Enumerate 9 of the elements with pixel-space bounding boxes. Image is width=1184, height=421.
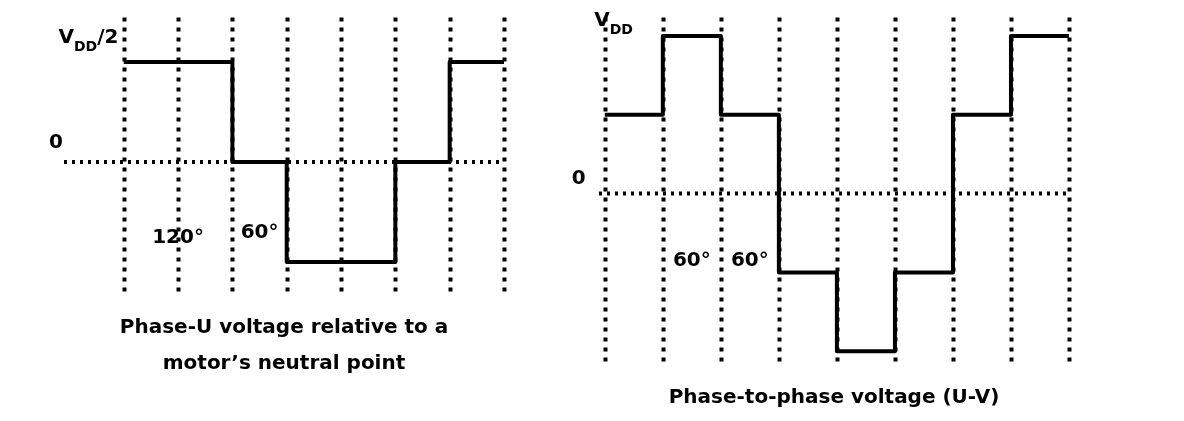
annotation: 120° <box>152 224 204 248</box>
text: 0 <box>48 129 63 153</box>
annotation: 60° <box>672 246 711 271</box>
annotation: 60° <box>730 246 769 271</box>
annotation: 60° <box>240 219 279 243</box>
text: Phase-to-phase voltage (U-V) <box>668 384 1000 408</box>
text: V$_{DD}$/2 <box>58 24 119 54</box>
text: 0 <box>571 164 586 189</box>
text: Phase-U voltage relative to a motor’s neutral point <box>119 314 449 374</box>
